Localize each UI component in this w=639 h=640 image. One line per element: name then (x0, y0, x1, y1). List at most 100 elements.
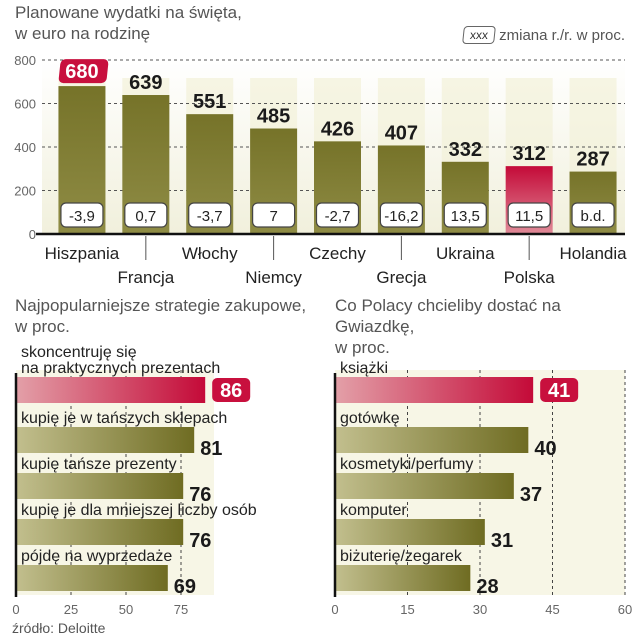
x-tick-label: 30 (473, 602, 487, 617)
x-tick-label: 0 (12, 602, 19, 617)
value-label: 31 (491, 530, 513, 552)
y-tick-label: 600 (14, 97, 36, 112)
y-tick-label: 0 (29, 227, 36, 242)
category-label: Francja (117, 268, 174, 287)
top-chart-title: Planowane wydatki na święta, w euro na r… (15, 2, 242, 44)
x-tick-label: 15 (400, 602, 414, 617)
bar (16, 565, 168, 591)
x-tick-label: 25 (64, 602, 78, 617)
category-label: Czechy (309, 244, 366, 263)
right-chart: 0 15 30 45 60 książki 41 gotówkę 40 kosmetyki/per… (331, 360, 632, 617)
x-tick-label: 75 (174, 602, 188, 617)
category-label: kosmetyki/perfumy (340, 456, 473, 473)
change-label: 0,7 (135, 208, 156, 225)
category-label: na praktycznych prezentach (21, 360, 220, 377)
change-label: 11,5 (515, 208, 543, 225)
category-label: biżuterię/zegarek (340, 548, 463, 565)
change-label: b.d. (581, 208, 606, 225)
change-badge (379, 202, 423, 228)
right-chart-title: Co Polacy chcieliby dostać na Gwiazdkę, … (335, 295, 639, 358)
change-label: -3,9 (69, 208, 95, 225)
change-label: 13,5 (451, 208, 480, 225)
value-label: 680 (65, 61, 98, 83)
y-tick-label: 800 (14, 53, 36, 68)
top-chart: 0 200 400 600 800 680 -3,9 Hiszpania 639 0,7 Franc… (14, 53, 627, 287)
category-label: książki (340, 360, 388, 377)
legend: xxx zmiana r./r. w proc. (462, 26, 625, 44)
right-chart-title-line1: Co Polacy chcieliby dostać na Gwiazdkę, (335, 296, 561, 336)
value-label-badge (58, 59, 109, 84)
bar (335, 427, 529, 453)
value-label: 426 (321, 118, 354, 140)
change-label: 7 (269, 208, 277, 225)
category-label: kupię je dla mniejszej liczby osób (21, 502, 257, 519)
x-tick-label: 0 (331, 602, 338, 617)
category-label: kupię je w tańszych sklepach (21, 410, 227, 427)
category-label: Ukraina (436, 244, 495, 263)
category-label: Grecja (376, 268, 427, 287)
value-label: 81 (200, 438, 222, 460)
value-label: 86 (220, 380, 242, 402)
value-label: 28 (476, 576, 498, 598)
change-badge (315, 202, 360, 228)
change-label: -16,2 (384, 208, 418, 225)
change-badge (443, 202, 487, 228)
left-chart-title-line2: w proc. (15, 317, 70, 336)
value-label: 287 (576, 149, 609, 171)
top-chart-title-line1: Planowane wydatki na święta, (15, 3, 242, 22)
value-label: 332 (449, 139, 482, 161)
change-badge (60, 202, 104, 228)
x-tick-label: 45 (545, 602, 559, 617)
source-note: źródło: Deloitte (12, 620, 106, 636)
category-label: skoncentruję się (21, 344, 137, 361)
category-label: Polska (504, 268, 556, 287)
change-label: -3,7 (197, 208, 223, 225)
category-label: Holandia (560, 244, 628, 263)
value-label: 41 (548, 380, 570, 402)
value-label: 37 (520, 484, 542, 506)
change-badge (124, 202, 168, 228)
value-label: 76 (189, 484, 211, 506)
bar (16, 427, 195, 453)
legend-label: zmiana r./r. w proc. (499, 26, 625, 44)
change-badge (507, 202, 551, 228)
value-label: 312 (512, 143, 545, 165)
left-chart-title: Najpopularniejsze strategie zakupowe, w … (15, 295, 306, 337)
y-tick-label: 400 (14, 140, 36, 155)
value-label-badge (212, 378, 251, 402)
top-chart-title-line2: w euro na rodzinę (15, 24, 151, 43)
change-badge (252, 202, 296, 228)
bar (335, 565, 471, 591)
bar (335, 473, 514, 499)
y-tick-label: 200 (14, 184, 36, 199)
bar (16, 377, 206, 403)
value-label-badge (540, 378, 579, 402)
bar (16, 519, 184, 545)
bar (335, 519, 485, 545)
category-label: Hiszpania (45, 244, 120, 263)
x-tick-label: 50 (119, 602, 133, 617)
change-badge (571, 202, 615, 228)
right-chart-title-line2: w proc. (335, 338, 390, 357)
value-label: 551 (193, 91, 226, 113)
value-label: 485 (257, 106, 290, 128)
category-label: pójdę na wyprzedaże (21, 548, 172, 565)
value-label: 40 (534, 438, 556, 460)
change-badge (188, 202, 232, 228)
value-label: 407 (385, 122, 418, 144)
bar (16, 473, 184, 499)
bar (335, 377, 534, 403)
category-label: Niemcy (245, 268, 302, 287)
category-label: komputer (340, 502, 407, 519)
left-chart-title-line1: Najpopularniejsze strategie zakupowe, (15, 296, 307, 315)
category-label: Włochy (182, 244, 238, 263)
x-tick-label: 60 (618, 602, 632, 617)
category-label: gotówkę (340, 410, 400, 427)
change-label: -2,7 (325, 208, 351, 225)
value-label: 76 (189, 530, 211, 552)
category-label: kupię tańsze prezenty (21, 456, 177, 473)
value-label: 69 (174, 576, 196, 598)
value-label: 639 (129, 72, 162, 94)
